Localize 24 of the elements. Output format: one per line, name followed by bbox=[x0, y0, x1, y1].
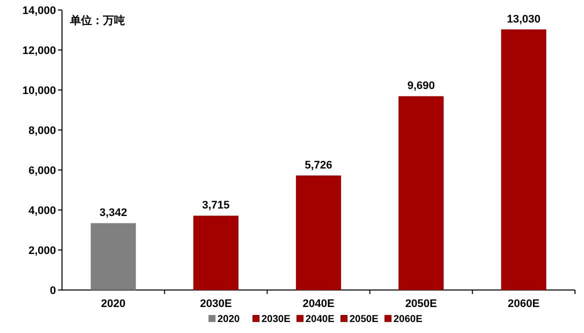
y-tick-label: 6,000 bbox=[28, 165, 56, 177]
data-label: 5,726 bbox=[304, 159, 332, 172]
y-tick-label: 4,000 bbox=[28, 205, 56, 217]
legend-label: 2020 bbox=[218, 314, 240, 325]
data-label: 3,715 bbox=[202, 200, 230, 212]
legend-label: 2050E bbox=[350, 314, 379, 325]
y-tick-label: 14,000 bbox=[22, 5, 56, 17]
data-label: 13,030 bbox=[506, 13, 541, 26]
annotation: 单位：万吨 bbox=[69, 14, 125, 27]
x-tick-label: 2060E bbox=[508, 298, 540, 310]
data-label: 9,690 bbox=[407, 80, 435, 92]
y-tick-label: 2,000 bbox=[28, 245, 56, 257]
y-tick-label: 12,000 bbox=[22, 45, 56, 57]
x-tick-label: 2030E bbox=[200, 298, 232, 310]
legend-label: 2030E bbox=[262, 314, 291, 325]
y-tick-label: 10,000 bbox=[22, 85, 56, 97]
y-tick-label: 8,000 bbox=[28, 125, 56, 137]
x-tick-label: 2040E bbox=[302, 298, 334, 310]
y-tick-label: 0 bbox=[50, 285, 56, 297]
x-tick-label: 2050E bbox=[405, 298, 438, 310]
data-label: 3,342 bbox=[100, 207, 128, 220]
x-tick-label: 2020 bbox=[101, 298, 126, 310]
legend-label: 2060E bbox=[394, 314, 423, 325]
legend-label: 2040E bbox=[306, 314, 335, 325]
